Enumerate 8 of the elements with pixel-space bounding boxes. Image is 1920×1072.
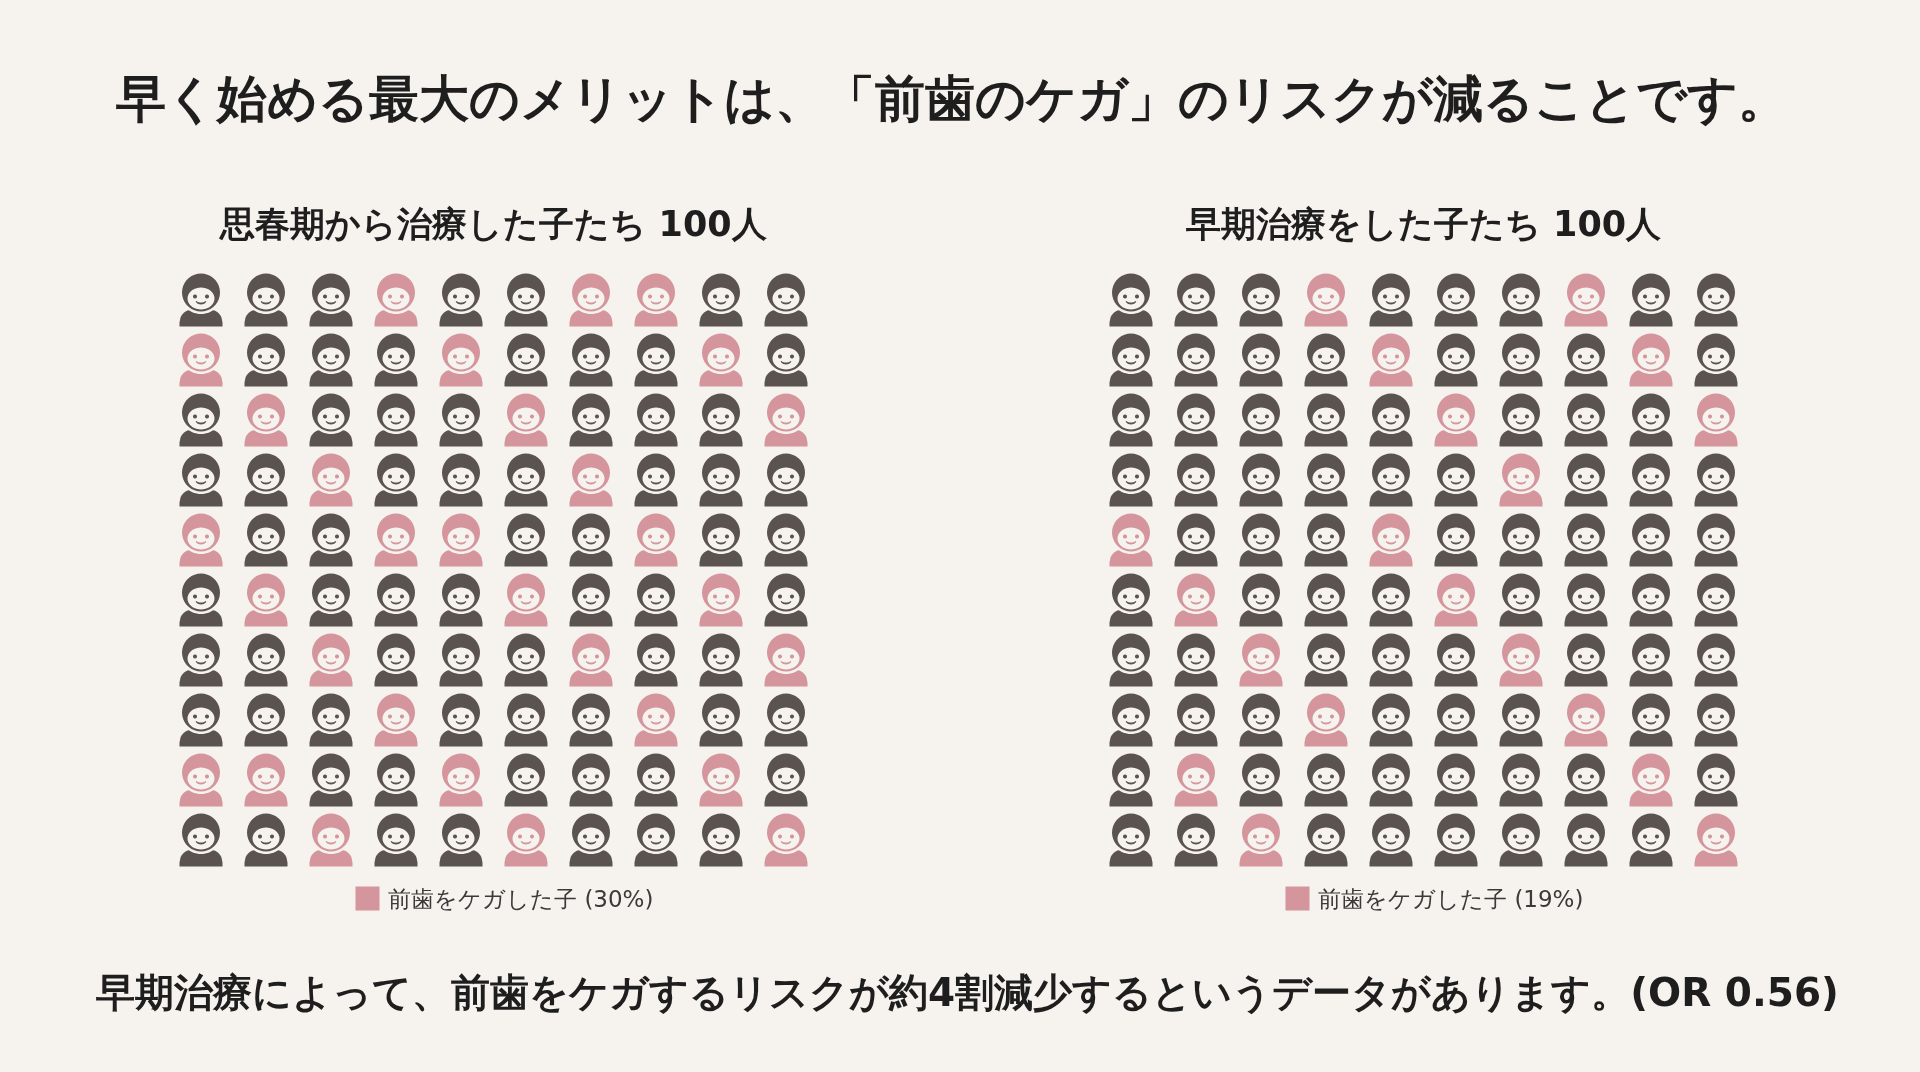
data-label: (30%) — [584, 885, 654, 912]
text: 早期治療によって、前歯をケガするリスクが約4割減少するというデータがあります。(OR 0.56) — [95, 970, 1839, 1015]
text: 思春期から治療した子たち 100人 — [218, 203, 768, 244]
legend-label: 前歯をケガした子 — [1317, 885, 1507, 912]
text: 早期治療をした子たち 100人 — [1184, 203, 1663, 244]
data-label: (19%) — [1514, 885, 1584, 912]
legend-label: 前歯をケガした子 — [387, 885, 577, 912]
text: 早く始める最大のメリットは、「前歯のケガ」のリスクが減ることです。 — [114, 69, 1788, 128]
